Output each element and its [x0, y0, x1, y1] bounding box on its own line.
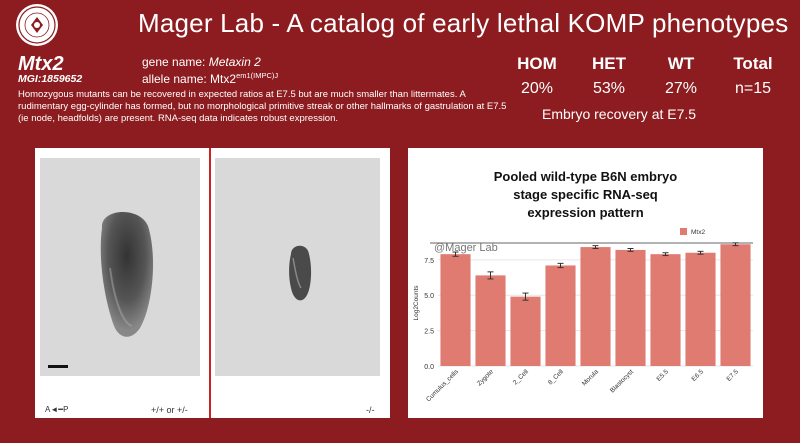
allele-name-row: allele name: Mtx2em1(IMPC)J — [142, 71, 278, 86]
y-tick-label: 5.0 — [424, 293, 434, 300]
scale-bar — [48, 365, 68, 368]
allele-base: Mtx2 — [210, 72, 237, 86]
chart-title-line-2: stage specific RNA-seq — [513, 187, 658, 202]
control-embryo-image — [40, 158, 200, 376]
bar — [615, 249, 646, 366]
y-tick-label: 0.0 — [424, 364, 434, 371]
stat-value-total: n=15 — [734, 80, 772, 97]
x-tick-label: Morula — [581, 368, 600, 387]
x-tick-label: Blastocyst — [609, 368, 635, 394]
chart-watermark: @Mager Lab — [434, 242, 498, 254]
embryo-recovery-stats: HOM HET WT Total 20% 53% 27% n=15 Embryo… — [502, 54, 790, 124]
bar — [545, 265, 576, 366]
mgi-id: MGI:1859652 — [18, 73, 83, 85]
chart-title-line-3: expression pattern — [527, 205, 644, 220]
bar — [475, 275, 506, 366]
phenotype-description: Homozygous mutants can be recovered in e… — [18, 89, 507, 124]
stat-header-het: HET — [592, 54, 626, 73]
embryo-images-panel: A◄━P +/+ or +/- -/- — [35, 148, 390, 418]
chart-title: Pooled wild-type B6N embryo stage specif… — [408, 168, 763, 222]
bar — [440, 254, 471, 366]
bar — [650, 254, 681, 366]
mutant-embryo-image — [215, 158, 380, 376]
gene-symbol: Mtx2 — [18, 53, 64, 75]
stat-value-het: 53% — [592, 80, 626, 97]
x-tick-label: E5.5 — [656, 368, 671, 383]
x-tick-label: 8_Cell — [547, 368, 565, 386]
legend-swatch — [680, 228, 687, 235]
stat-value-hom: 20% — [520, 80, 554, 97]
university-seal-logo — [16, 4, 58, 46]
panel-divider — [209, 148, 211, 418]
x-tick-label: E7.5 — [726, 368, 741, 383]
y-axis-label: Log2Counts — [413, 285, 420, 321]
stat-header-total: Total — [733, 54, 773, 73]
stat-value-wt: 27% — [664, 80, 698, 97]
gene-name-value: Metaxin 2 — [208, 55, 261, 69]
genotype-label-control: +/+ or +/- — [151, 405, 188, 415]
x-tick-label: E6.5 — [691, 368, 706, 383]
x-tick-label: 2_Cell — [512, 368, 530, 386]
anterior-posterior-label: A◄━P — [45, 405, 69, 414]
mutant-embryo-drawing — [289, 245, 312, 301]
y-tick-label: 2.5 — [424, 329, 434, 336]
control-embryo-drawing — [100, 211, 154, 337]
legend-label: Mtx2 — [691, 229, 705, 236]
stat-header-hom: HOM — [517, 54, 557, 73]
allele-superscript: em1(IMPC)J — [236, 71, 279, 80]
stats-caption: Embryo recovery at E7.5 — [542, 106, 697, 122]
chart-title-line-1: Pooled wild-type B6N embryo — [493, 169, 678, 184]
bar — [685, 252, 716, 366]
allele-name-label: allele name: — [142, 72, 211, 86]
bar — [580, 247, 611, 366]
genotype-label-mutant: -/- — [366, 405, 375, 415]
rnaseq-bar-chart: 0.0 2.5 5.0 7.5 Log2Counts @Mager Lab Mtx2 Cumu… — [413, 228, 753, 403]
rnaseq-chart-panel: Pooled wild-type B6N embryo stage specif… — [408, 148, 763, 418]
bar — [720, 244, 751, 366]
y-tick-label: 7.5 — [424, 258, 434, 265]
stat-header-wt: WT — [667, 54, 695, 73]
bar — [510, 296, 541, 366]
page-title: Mager Lab - A catalog of early lethal KO… — [138, 8, 789, 38]
gene-name-row: gene name: Metaxin 2 — [142, 55, 261, 69]
x-tick-label: Cumulus_cells — [425, 368, 460, 403]
x-tick-label: Zygote — [476, 368, 495, 387]
gene-name-label: gene name: — [142, 55, 209, 69]
